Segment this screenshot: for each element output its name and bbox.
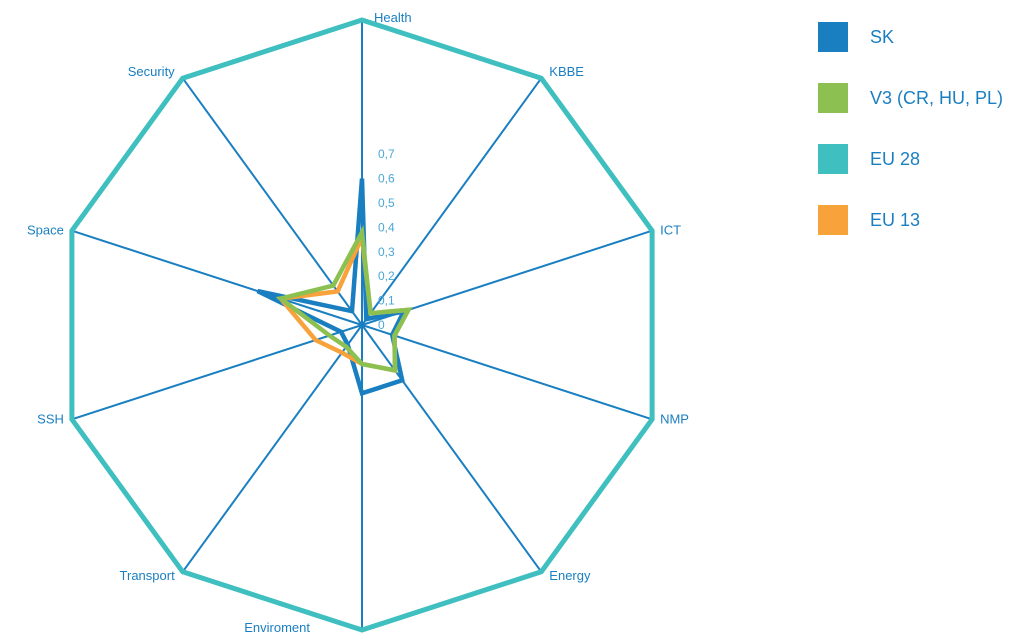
legend-label-v3: V3 (CR, HU, PL) — [870, 87, 1004, 108]
axis-label-transport: Transport — [120, 568, 176, 583]
legend-label-eu13: EU 13 — [870, 209, 921, 230]
legend: SK V3 (CR, HU, PL) EU 28 EU 13 — [818, 22, 1003, 266]
axis-label-health: Health — [374, 10, 412, 25]
legend-swatch-eu13 — [818, 205, 848, 235]
legend-item-eu28: EU 28 — [818, 144, 1003, 174]
tick-label-0: 0 — [378, 318, 385, 332]
axis-label-ssh: SSH — [37, 411, 64, 426]
legend-item-eu13: EU 13 — [818, 205, 1003, 235]
axis-label-kbbe: KBBE — [549, 64, 584, 79]
tick-label-3: 0,3 — [378, 245, 395, 259]
axis-labels-layer: Health KBBE ICT NMP Energy Enviroment Transpor… — [27, 10, 689, 635]
axis-label-ict: ICT — [660, 223, 681, 238]
tick-label-5: 0,5 — [378, 196, 395, 210]
spoke-space — [71, 229, 363, 326]
tick-label-7: 0,7 — [378, 147, 395, 161]
radar-chart: 0 0,1 0,2 0,3 0,4 0,5 0,6 0,7 Health KBBE ICT NMP E… — [27, 10, 689, 635]
tick-label-1: 0,1 — [378, 294, 395, 308]
legend-label-sk: SK — [870, 26, 895, 47]
series-line-eu-28 — [69, 17, 655, 633]
legend-swatch-v3 — [818, 83, 848, 113]
legend-swatch-eu28 — [818, 144, 848, 174]
spoke-security — [181, 77, 363, 326]
legend-item-v3: V3 (CR, HU, PL) — [818, 83, 1003, 113]
spoke-nmp — [361, 324, 653, 421]
spoke-energy — [361, 324, 543, 573]
spoke-kbbe — [361, 77, 543, 326]
series-layer — [69, 17, 655, 633]
series-line-v3-cr-hu-pl — [275, 224, 413, 374]
ticks-layer: 0 0,1 0,2 0,3 0,4 0,5 0,6 0,7 — [378, 147, 395, 332]
axis-label-security: Security — [128, 64, 175, 79]
legend-item-sk: SK — [818, 22, 1003, 52]
axis-label-enviroment: Enviroment — [244, 620, 310, 635]
axis-label-space: Space — [27, 223, 64, 238]
tick-label-4: 0,4 — [378, 220, 395, 234]
legend-swatch-sk — [818, 22, 848, 52]
axis-label-nmp: NMP — [660, 411, 689, 426]
tick-label-2: 0,2 — [378, 269, 395, 283]
tick-label-6: 0,6 — [378, 172, 395, 186]
spoke-transport — [181, 324, 363, 573]
legend-label-eu28: EU 28 — [870, 148, 921, 169]
axis-label-energy: Energy — [549, 568, 591, 583]
